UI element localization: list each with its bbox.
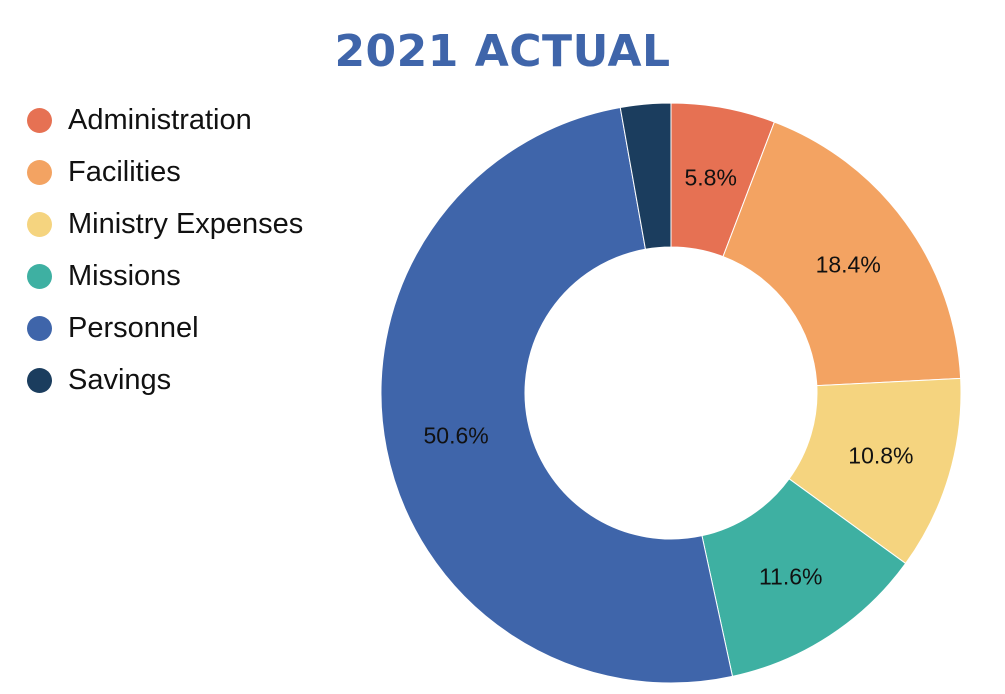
chart-title: 2021 ACTUAL [334,26,671,77]
legend-label-facilities: Facilities [68,155,181,188]
legend-label-administration: Administration [68,103,252,136]
slice-label-ministry-expenses: 10.8% [848,442,913,468]
slice-label-personnel: 50.6% [423,422,488,448]
legend-item-facilities: Facilities [27,146,303,198]
slice-label-missions: 11.6% [759,563,823,589]
slice-label-administration: 5.8% [684,165,736,191]
legend-swatch-ministry-expenses [27,211,52,237]
slice-label-facilities: 18.4% [816,251,881,277]
legend-item-ministry-expenses: Ministry Expenses [27,198,303,250]
legend-swatch-personnel [27,315,52,341]
legend-swatch-facilities [27,159,52,185]
slice-personnel [380,106,734,684]
legend-swatch-administration [27,107,52,133]
legend-label-savings: Savings [68,363,172,396]
legend-item-administration: Administration [27,94,303,146]
legend-item-savings: Savings [27,354,303,406]
legend-item-missions: Missions [27,250,303,302]
legend-swatch-savings [27,367,52,393]
legend-label-ministry-expenses: Ministry Expenses [68,207,304,240]
slice-savings [619,102,672,250]
legend-item-personnel: Personnel [27,302,303,354]
legend-label-missions: Missions [68,259,181,292]
chart-legend: Administration Facilities Ministry Expen… [27,94,303,406]
slice-facilities [722,121,962,387]
legend-label-personnel: Personnel [68,311,199,344]
legend-swatch-missions [27,263,52,289]
